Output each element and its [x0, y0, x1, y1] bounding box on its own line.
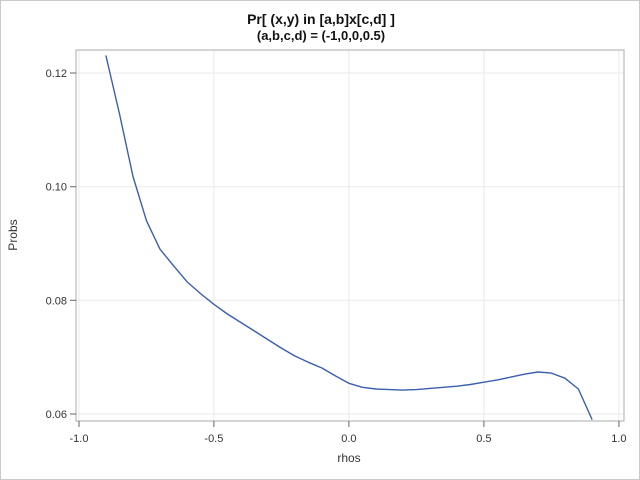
y-tick-label: 0.10 — [46, 182, 67, 194]
y-tick-label: 0.12 — [46, 68, 67, 80]
x-tick-label: 1.0 — [611, 433, 626, 445]
x-axis-title: rhos — [337, 451, 360, 465]
chart-subtitle: (a,b,c,d) = (-1,0,0,0.5) — [257, 28, 385, 43]
x-tick-label: -1.0 — [70, 433, 89, 445]
y-tick-label: 0.06 — [46, 409, 67, 421]
axis-ticks — [70, 72, 620, 427]
plot-frame — [75, 49, 625, 422]
y-axis-title: Probs — [6, 219, 20, 250]
x-tick-label: -0.5 — [204, 433, 223, 445]
chart-title: Pr[ (x,y) in [a,b]x[c,d] ] — [247, 11, 395, 27]
gridlines — [76, 50, 624, 421]
y-tick-label: 0.08 — [46, 295, 67, 307]
x-tick-label: 0.0 — [341, 433, 356, 445]
series-line — [105, 55, 593, 420]
x-tick-label: 0.5 — [476, 433, 491, 445]
axis-tick-labels: -1.0 -0.5 0.0 0.5 1.0 0.06 0.08 0.10 0.12 — [46, 68, 627, 445]
